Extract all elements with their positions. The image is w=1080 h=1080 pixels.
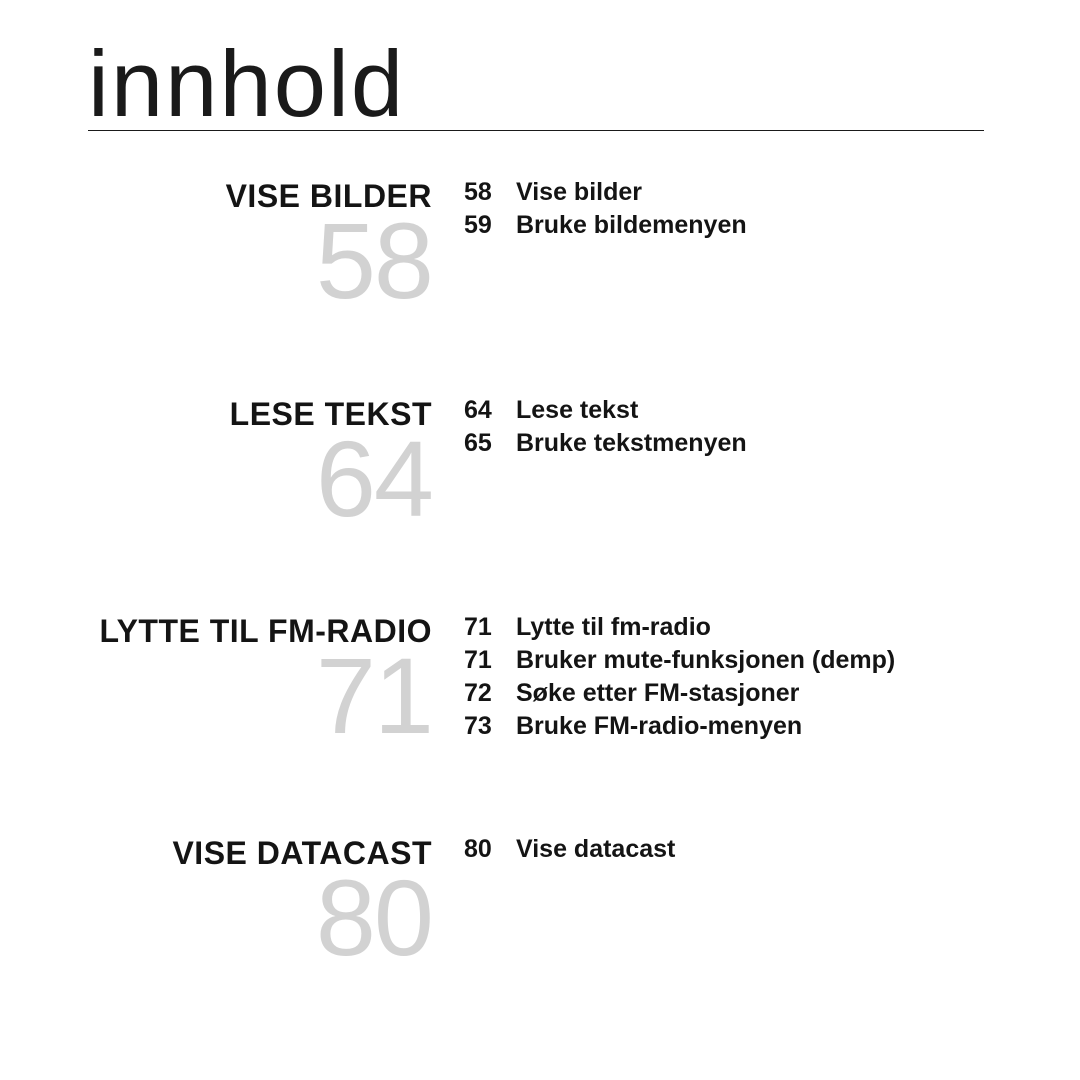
toc-page-number: 80 xyxy=(464,835,496,864)
section-left: VISE BILDER 58 xyxy=(88,178,448,306)
toc-section: VISE DATACAST 80 80 Vise datacast xyxy=(88,835,984,963)
section-bignum: 71 xyxy=(88,652,432,741)
toc-entry-label: Lytte til fm-radio xyxy=(516,613,711,642)
section-bignum: 80 xyxy=(88,874,432,963)
toc-page-number: 71 xyxy=(464,613,496,642)
toc-row: 58 Vise bilder xyxy=(464,178,984,207)
toc-entry-label: Søke etter FM-stasjoner xyxy=(516,679,799,708)
page-title: innhold xyxy=(88,30,405,138)
toc-page-number: 72 xyxy=(464,679,496,708)
toc-section: VISE BILDER 58 58 Vise bilder 59 Bruke b… xyxy=(88,178,984,306)
section-right: 58 Vise bilder 59 Bruke bildemenyen xyxy=(448,178,984,306)
toc-section: LYTTE TIL FM-RADIO 71 71 Lytte til fm-ra… xyxy=(88,613,984,745)
toc-entry-label: Bruke bildemenyen xyxy=(516,211,747,240)
title-rule xyxy=(88,130,984,131)
section-left: VISE DATACAST 80 xyxy=(88,835,448,963)
toc-row: 72 Søke etter FM-stasjoner xyxy=(464,679,984,708)
toc-container: VISE BILDER 58 58 Vise bilder 59 Bruke b… xyxy=(88,178,984,1053)
toc-entry-label: Bruker mute-funksjonen (demp) xyxy=(516,646,895,675)
section-left: LESE TEKST 64 xyxy=(88,396,448,524)
toc-page-number: 71 xyxy=(464,646,496,675)
section-bignum: 64 xyxy=(88,435,432,524)
toc-section: LESE TEKST 64 64 Lese tekst 65 Bruke tek… xyxy=(88,396,984,524)
toc-entry-label: Vise datacast xyxy=(516,835,675,864)
toc-row: 65 Bruke tekstmenyen xyxy=(464,429,984,458)
toc-page-number: 58 xyxy=(464,178,496,207)
toc-page-number: 73 xyxy=(464,712,496,741)
section-right: 71 Lytte til fm-radio 71 Bruker mute-fun… xyxy=(448,613,984,745)
toc-page-number: 64 xyxy=(464,396,496,425)
section-right: 64 Lese tekst 65 Bruke tekstmenyen xyxy=(448,396,984,524)
toc-row: 64 Lese tekst xyxy=(464,396,984,425)
section-left: LYTTE TIL FM-RADIO 71 xyxy=(88,613,448,745)
toc-row: 71 Bruker mute-funksjonen (demp) xyxy=(464,646,984,675)
section-bignum: 58 xyxy=(88,217,432,306)
toc-entry-label: Vise bilder xyxy=(516,178,642,207)
toc-page-number: 65 xyxy=(464,429,496,458)
toc-entry-label: Bruke tekstmenyen xyxy=(516,429,747,458)
section-right: 80 Vise datacast xyxy=(448,835,984,963)
toc-row: 59 Bruke bildemenyen xyxy=(464,211,984,240)
toc-row: 80 Vise datacast xyxy=(464,835,984,864)
toc-entry-label: Lese tekst xyxy=(516,396,638,425)
toc-row: 73 Bruke FM-radio-menyen xyxy=(464,712,984,741)
toc-row: 71 Lytte til fm-radio xyxy=(464,613,984,642)
toc-entry-label: Bruke FM-radio-menyen xyxy=(516,712,802,741)
toc-page-number: 59 xyxy=(464,211,496,240)
